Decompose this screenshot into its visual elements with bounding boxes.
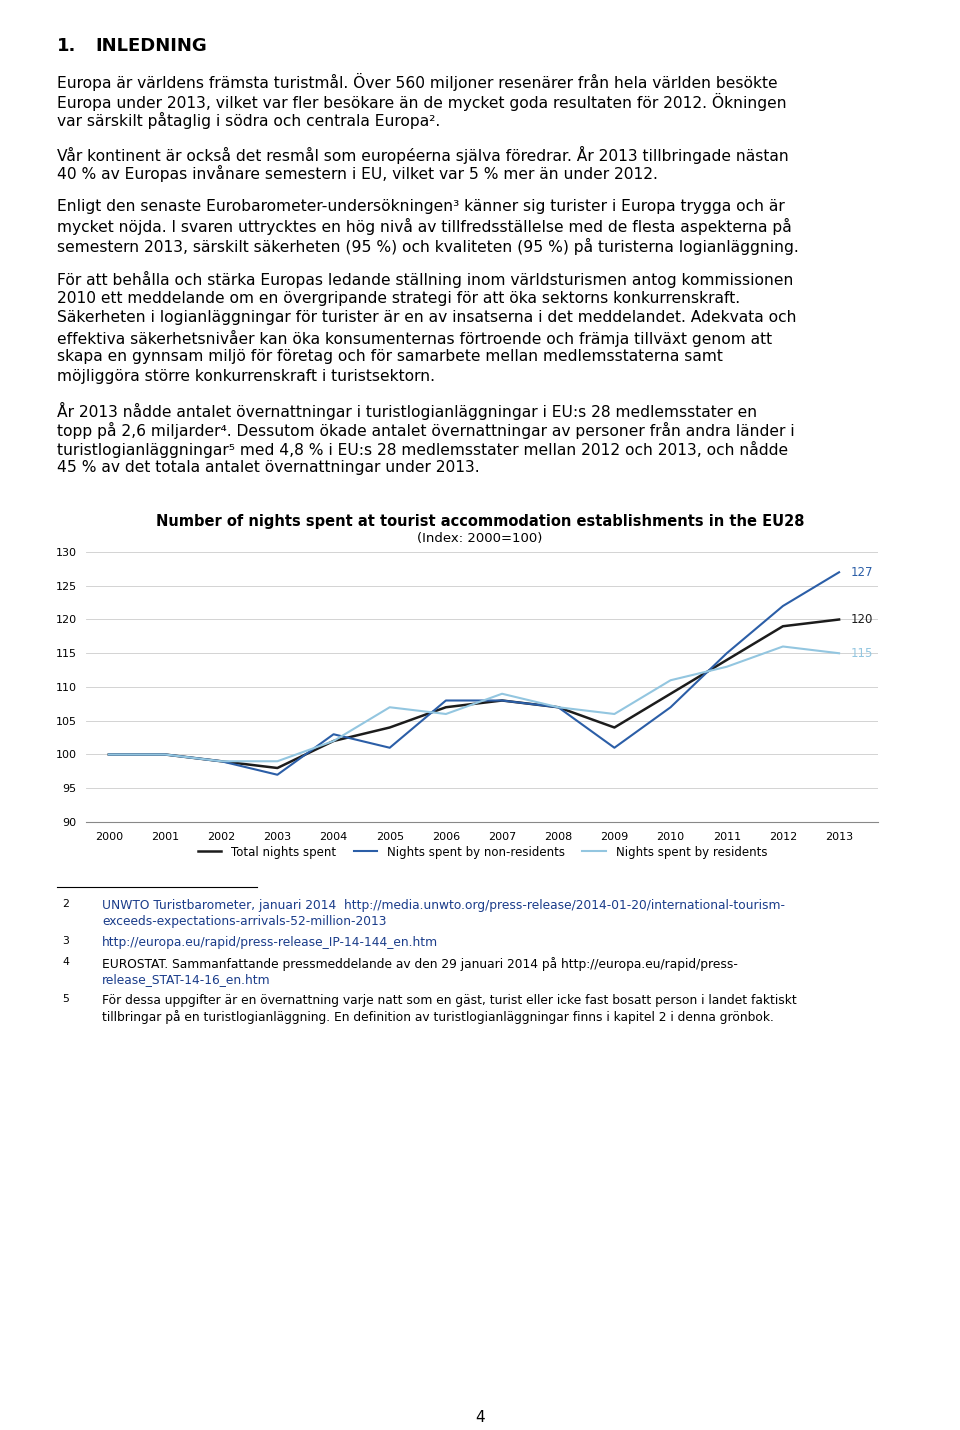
Text: release_STAT-14-16_en.htm: release_STAT-14-16_en.htm	[102, 972, 271, 987]
Text: semestern 2013, särskilt säkerheten (95 %) och kvaliteten (95 %) på turisterna l: semestern 2013, särskilt säkerheten (95 …	[57, 237, 799, 255]
Text: 5: 5	[62, 994, 69, 1004]
Text: effektiva säkerhetsnivåer kan öka konsumenternas förtroende och främja tillväxt : effektiva säkerhetsnivåer kan öka konsum…	[57, 329, 772, 346]
Text: Säkerheten i logianläggningar för turister är en av insatserna i det meddelandet: Säkerheten i logianläggningar för turist…	[57, 310, 797, 325]
Text: 45 % av det totala antalet övernattningar under 2013.: 45 % av det totala antalet övernattninga…	[57, 460, 480, 476]
Text: 4: 4	[475, 1410, 485, 1426]
Legend: Total nights spent, Nights spent by non-residents, Nights spent by residents: Total nights spent, Nights spent by non-…	[193, 841, 772, 864]
Text: topp på 2,6 miljarder⁴. Dessutom ökade antalet övernattningar av personer från a: topp på 2,6 miljarder⁴. Dessutom ökade a…	[57, 422, 795, 439]
Text: tillbringar på en turistlogianläggning. En definition av turistlogianläggningar : tillbringar på en turistlogianläggning. …	[102, 1010, 774, 1024]
Text: möjliggöra större konkurrenskraft i turistsektorn.: möjliggöra större konkurrenskraft i turi…	[57, 369, 435, 383]
Text: 2: 2	[62, 899, 69, 909]
Text: EUROSTAT. Sammanfattande pressmeddelande av den 29 januari 2014 på http://europa: EUROSTAT. Sammanfattande pressmeddelande…	[102, 957, 738, 971]
Text: var särskilt påtaglig i södra och centrala Europa².: var särskilt påtaglig i södra och centra…	[57, 112, 441, 129]
Text: mycket nöjda. I svaren uttrycktes en hög nivå av tillfredsställelse med de flest: mycket nöjda. I svaren uttrycktes en hög…	[57, 217, 792, 235]
Text: exceeds-expectations-arrivals-52-million-2013: exceeds-expectations-arrivals-52-million…	[102, 915, 387, 928]
Text: (Index: 2000=100): (Index: 2000=100)	[418, 532, 542, 545]
Text: 127: 127	[851, 566, 873, 579]
Text: 4: 4	[62, 957, 69, 967]
Text: Enligt den senaste Eurobarometer-undersökningen³ känner sig turister i Europa tr: Enligt den senaste Eurobarometer-undersö…	[57, 199, 784, 213]
Text: Number of nights spent at tourist accommodation establishments in the EU28: Number of nights spent at tourist accomm…	[156, 513, 804, 529]
Text: 40 % av Europas invånare semestern i EU, vilket var 5 % mer än under 2012.: 40 % av Europas invånare semestern i EU,…	[57, 164, 658, 182]
Text: 3: 3	[62, 937, 69, 947]
Text: Europa under 2013, vilket var fler besökare än de mycket goda resultaten för 201: Europa under 2013, vilket var fler besök…	[57, 93, 786, 110]
Text: År 2013 nådde antalet övernattningar i turistlogianläggningar i EU:s 28 medlemss: År 2013 nådde antalet övernattningar i t…	[57, 402, 757, 420]
Text: 2010 ett meddelande om en övergripande strategi för att öka sektorns konkurrensk: 2010 ett meddelande om en övergripande s…	[57, 290, 740, 306]
Text: skapa en gynnsam miljö för företag och för samarbete mellan medlemsstaterna samt: skapa en gynnsam miljö för företag och f…	[57, 349, 723, 365]
Text: För dessa uppgifter är en övernattning varje natt som en gäst, turist eller icke: För dessa uppgifter är en övernattning v…	[102, 994, 797, 1007]
Text: 120: 120	[851, 613, 873, 626]
Text: UNWTO Turistbarometer, januari 2014  http://media.unwto.org/press-release/2014-0: UNWTO Turistbarometer, januari 2014 http…	[102, 899, 785, 912]
Text: För att behålla och stärka Europas ledande ställning inom världsturismen antog k: För att behålla och stärka Europas ledan…	[57, 272, 793, 287]
Text: 115: 115	[851, 646, 873, 659]
Text: Vår kontinent är också det resmål som européerna själva föredrar. År 2013 tillbr: Vår kontinent är också det resmål som eu…	[57, 146, 789, 163]
Text: http://europa.eu/rapid/press-release_IP-14-144_en.htm: http://europa.eu/rapid/press-release_IP-…	[102, 937, 438, 950]
Text: Europa är världens främsta turistmål. Över 560 miljoner resenärer från hela värl: Europa är världens främsta turistmål. Öv…	[57, 73, 778, 92]
Text: INLEDNING: INLEDNING	[95, 37, 206, 54]
Text: turistlogianläggningar⁵ med 4,8 % i EU:s 28 medlemsstater mellan 2012 och 2013, : turistlogianläggningar⁵ med 4,8 % i EU:s…	[57, 440, 788, 458]
Text: 1.: 1.	[57, 37, 77, 54]
